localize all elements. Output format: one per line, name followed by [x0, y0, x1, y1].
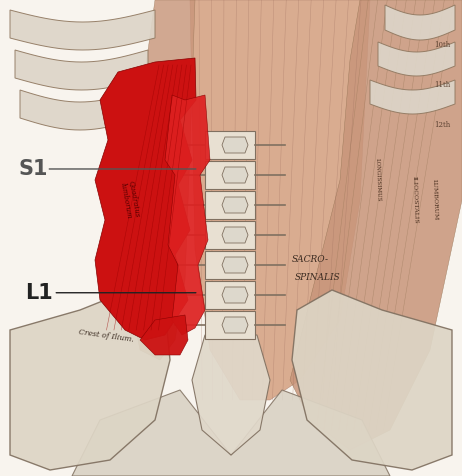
- Text: 11th: 11th: [434, 81, 450, 89]
- Polygon shape: [20, 90, 140, 130]
- Polygon shape: [192, 335, 270, 455]
- Polygon shape: [222, 167, 248, 183]
- Polygon shape: [15, 50, 148, 90]
- Text: LONGISSIMUS: LONGISSIMUS: [375, 158, 381, 202]
- Polygon shape: [370, 80, 455, 114]
- Text: Quadratus
lumborum: Quadratus lumborum: [118, 180, 142, 220]
- Text: Crest of Ilium.: Crest of Ilium.: [78, 328, 134, 344]
- Polygon shape: [205, 251, 255, 279]
- Polygon shape: [222, 317, 248, 333]
- Polygon shape: [385, 5, 455, 40]
- Polygon shape: [222, 197, 248, 213]
- Polygon shape: [205, 161, 255, 189]
- Polygon shape: [72, 390, 390, 476]
- Polygon shape: [290, 0, 462, 450]
- Text: 10th: 10th: [434, 41, 450, 49]
- Text: 12th: 12th: [434, 121, 450, 129]
- Polygon shape: [95, 58, 196, 340]
- Polygon shape: [165, 95, 210, 335]
- Polygon shape: [222, 137, 248, 153]
- Polygon shape: [140, 315, 188, 355]
- Text: L1: L1: [25, 283, 53, 303]
- Polygon shape: [10, 10, 155, 50]
- Polygon shape: [222, 257, 248, 273]
- Polygon shape: [222, 287, 248, 303]
- Text: SACRO-: SACRO-: [292, 256, 328, 265]
- Polygon shape: [205, 131, 255, 159]
- Text: ILIOCOSTALIS: ILIOCOSTALIS: [412, 176, 418, 224]
- Polygon shape: [190, 0, 370, 400]
- Polygon shape: [130, 0, 195, 360]
- Polygon shape: [205, 191, 255, 219]
- Polygon shape: [205, 281, 255, 309]
- Text: LUMBORUM: LUMBORUM: [432, 179, 438, 221]
- Polygon shape: [205, 221, 255, 249]
- Polygon shape: [222, 227, 248, 243]
- Text: S1: S1: [18, 159, 48, 179]
- Text: SPINALIS: SPINALIS: [295, 274, 341, 282]
- Polygon shape: [10, 290, 170, 470]
- Polygon shape: [378, 42, 455, 76]
- Polygon shape: [292, 290, 452, 470]
- Polygon shape: [205, 311, 255, 339]
